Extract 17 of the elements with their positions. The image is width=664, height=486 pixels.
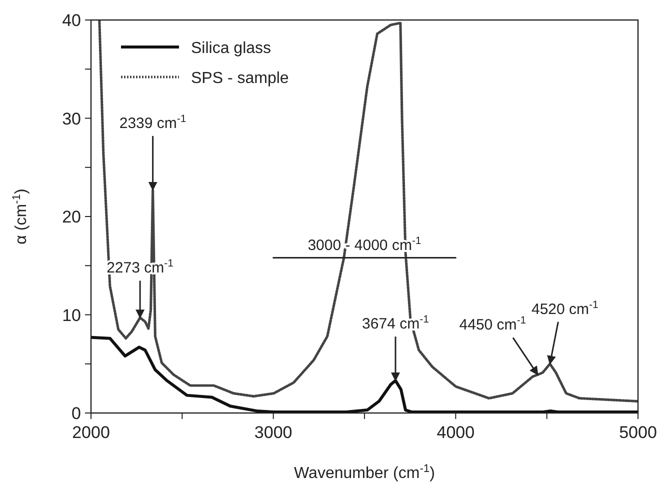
annotation: 2339 cm$^{-1}$ <box>119 112 186 132</box>
legend-label: Silica glass <box>191 40 272 57</box>
line-series <box>91 336 638 413</box>
annotation: 4520 cm$^{-1}$ <box>531 298 599 318</box>
y-tick-label: 10 <box>62 306 81 325</box>
y-tick-label: 0 <box>72 404 81 423</box>
x-tick-label: 3000 <box>254 423 292 442</box>
legend-label: SPS - sample <box>191 70 289 87</box>
x-tick-label: 2000 <box>72 423 110 442</box>
y-tick-label: 20 <box>62 208 81 226</box>
y-tick-label: 30 <box>62 109 81 128</box>
y-tick-label: 40 <box>62 11 81 30</box>
annotation: 4450 cm$^{-1}$ <box>459 314 526 334</box>
x-tick-label: 5000 <box>619 423 657 442</box>
x-tick-label: 4000 <box>436 423 475 442</box>
line-series <box>98 20 638 403</box>
x-axis-title: Wavenumber (cm$^{-1}$) <box>294 463 435 482</box>
